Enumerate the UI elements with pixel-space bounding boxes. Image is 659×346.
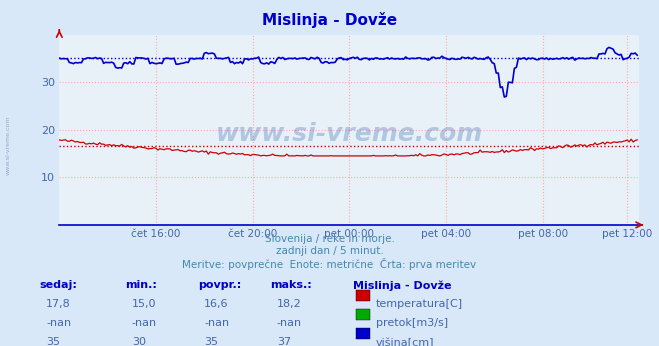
Text: -nan: -nan [277, 318, 302, 328]
Text: www.si-vreme.com: www.si-vreme.com [6, 116, 11, 175]
Text: maks.:: maks.: [270, 280, 312, 290]
Text: povpr.:: povpr.: [198, 280, 241, 290]
Text: -nan: -nan [46, 318, 71, 328]
Text: 18,2: 18,2 [277, 299, 302, 309]
Text: Mislinja - Dovže: Mislinja - Dovže [262, 12, 397, 28]
Text: pretok[m3/s]: pretok[m3/s] [376, 318, 447, 328]
Text: zadnji dan / 5 minut.: zadnji dan / 5 minut. [275, 246, 384, 256]
Text: 35: 35 [204, 337, 218, 346]
Text: 37: 37 [277, 337, 291, 346]
Text: -nan: -nan [204, 318, 229, 328]
Text: www.si-vreme.com: www.si-vreme.com [215, 121, 483, 146]
Text: Slovenija / reke in morje.: Slovenija / reke in morje. [264, 234, 395, 244]
Text: 30: 30 [132, 337, 146, 346]
Text: Mislinja - Dovže: Mislinja - Dovže [353, 280, 451, 291]
Text: sedaj:: sedaj: [40, 280, 77, 290]
Text: min.:: min.: [125, 280, 157, 290]
Text: 17,8: 17,8 [46, 299, 71, 309]
Text: -nan: -nan [132, 318, 157, 328]
Text: Meritve: povprečne  Enote: metrične  Črta: prva meritev: Meritve: povprečne Enote: metrične Črta:… [183, 258, 476, 270]
Text: 35: 35 [46, 337, 60, 346]
Text: temperatura[C]: temperatura[C] [376, 299, 463, 309]
Text: višina[cm]: višina[cm] [376, 337, 434, 346]
Text: 16,6: 16,6 [204, 299, 229, 309]
Text: 15,0: 15,0 [132, 299, 156, 309]
